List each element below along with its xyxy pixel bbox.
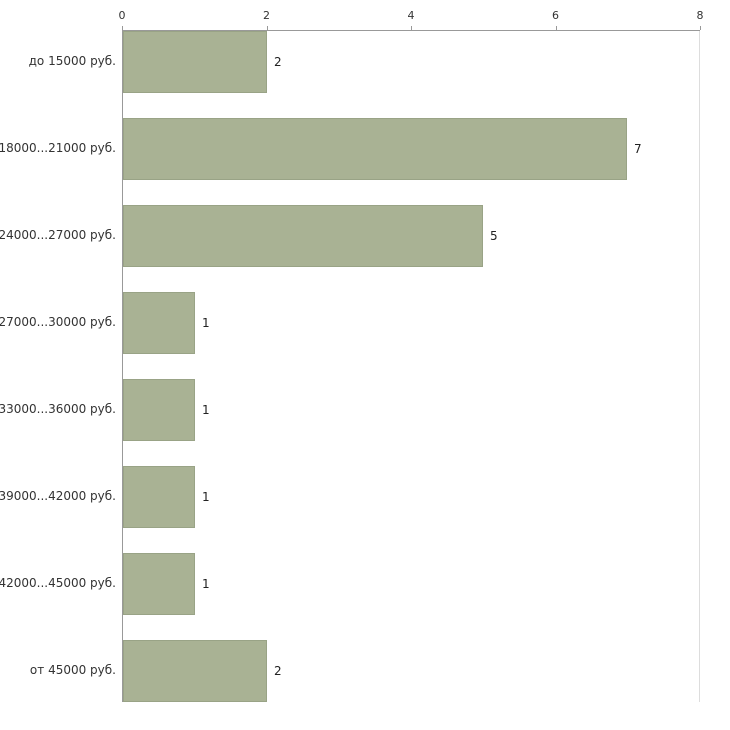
x-axis-tick-mark [555,26,557,30]
bar-row: 1 [123,292,699,354]
bar-row: 1 [123,553,699,615]
x-axis-tick-mark [122,26,123,30]
bar [123,31,267,93]
bar-value-label: 5 [490,229,498,243]
bar-value-label: 7 [634,142,642,156]
bar-value-label: 2 [274,664,282,678]
x-axis-tick-mark [266,26,268,30]
category-label: от 45000 руб. [29,663,116,677]
plot-area: 0 2 4 6 8 2 7 5 1 1 1 1 2 [118,0,704,702]
x-axis-tick-label: 4 [407,9,415,22]
bars-area: 2 7 5 1 1 1 1 2 [122,31,700,702]
category-label: 42000...45000 руб. [0,576,116,590]
bar-chart: до 15000 руб. 18000...21000 руб. 24000...2… [0,0,704,702]
bar-value-label: 1 [202,403,210,417]
bar-value-label: 2 [274,55,282,69]
x-axis-tick-label: 8 [696,9,704,22]
x-axis-tick-label: 2 [263,9,270,22]
bar [123,292,195,354]
x-axis: 0 2 4 6 8 [118,0,704,31]
bar-row: 2 [123,31,699,93]
bar-value-label: 1 [202,316,210,330]
category-label: 39000...42000 руб. [0,489,116,503]
bar-row: 5 [123,205,699,267]
category-label: 18000...21000 руб. [0,141,116,155]
x-axis-tick-mark [700,26,701,30]
category-label: 27000...30000 руб. [0,315,116,329]
bar-value-label: 1 [202,490,210,504]
bar-row: 1 [123,466,699,528]
bar [123,466,195,528]
bar-row: 1 [123,379,699,441]
bar [123,379,195,441]
bar [123,205,483,267]
x-axis-tick-label: 6 [552,9,559,22]
bar [123,640,267,702]
x-axis-tick-label: 0 [118,9,126,22]
category-label: 33000...36000 руб. [0,402,116,416]
bar [123,118,627,180]
bar-row: 7 [123,118,699,180]
category-label: 24000...27000 руб. [0,228,116,242]
bar-value-label: 1 [202,577,210,591]
category-label: до 15000 руб. [28,54,116,68]
bar [123,553,195,615]
bar-row: 2 [123,640,699,702]
x-axis-tick-mark [411,26,412,30]
category-labels: до 15000 руб. 18000...21000 руб. 24000...2… [0,0,122,702]
